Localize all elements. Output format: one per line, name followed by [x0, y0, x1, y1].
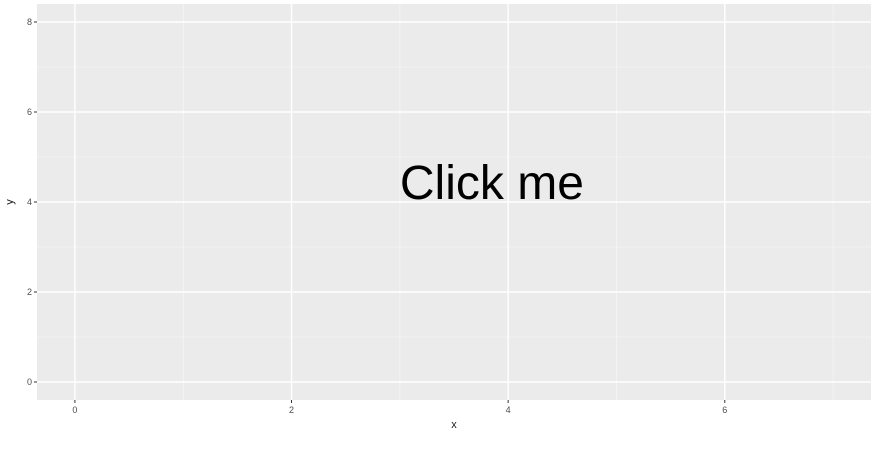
grid-major-lines [37, 4, 871, 400]
y-axis-title: y [4, 199, 16, 205]
x-tick-label: 0 [72, 405, 77, 415]
x-tick-label: 2 [289, 405, 294, 415]
y-axis: 0 2 4 6 8 [27, 17, 37, 387]
click-me-annotation[interactable]: Click me [400, 157, 584, 210]
x-tick-label: 4 [506, 405, 511, 415]
y-tick-label: 4 [27, 197, 32, 207]
x-tick-label: 6 [722, 405, 727, 415]
y-tick-label: 8 [27, 17, 32, 27]
y-tick-label: 6 [27, 107, 32, 117]
x-axis: 0 2 4 6 [72, 400, 727, 415]
y-tick-label: 2 [27, 287, 32, 297]
x-axis-title: x [451, 419, 457, 431]
y-tick-label: 0 [27, 377, 32, 387]
